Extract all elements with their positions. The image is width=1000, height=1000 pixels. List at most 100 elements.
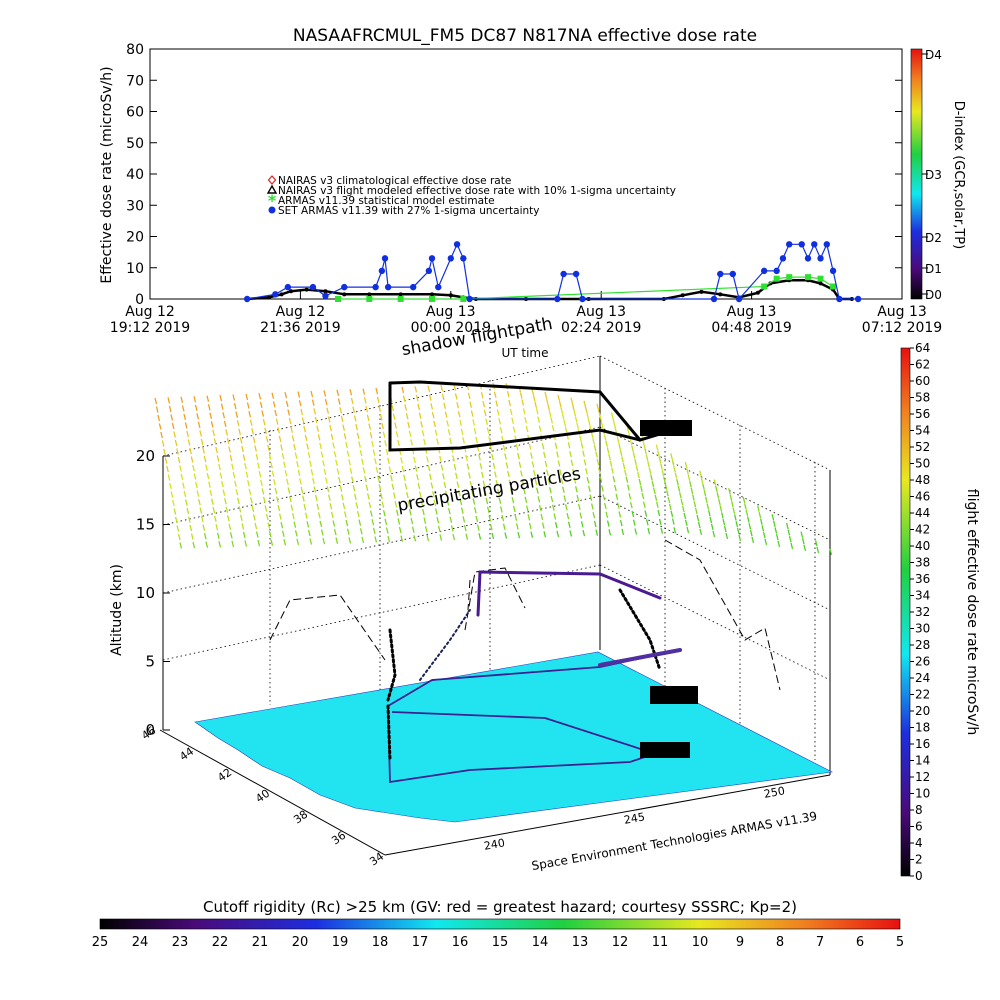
particle-mark [522, 408, 526, 415]
y-tick-label: 80 [126, 42, 144, 58]
particle-mark [444, 411, 448, 418]
particle-mark [320, 529, 324, 536]
x-tick-label-date: Aug 12 [276, 304, 326, 320]
particle-mark [624, 469, 627, 477]
data-point [309, 283, 317, 291]
particle-mark [371, 519, 375, 526]
particle-mark [632, 452, 636, 459]
particle-mark [241, 523, 245, 530]
particle-mark [436, 517, 440, 524]
particle-mark [213, 515, 217, 522]
particle-mark [242, 531, 246, 539]
particle-mark [330, 433, 334, 440]
particle-mark [355, 423, 359, 431]
dose-gradient [900, 347, 911, 877]
particle-mark [655, 501, 659, 508]
particle-mark [297, 391, 301, 398]
particle-mark [368, 423, 372, 430]
particle-mark [380, 492, 383, 500]
data-point [761, 283, 768, 290]
particle-mark [301, 417, 305, 424]
particle-mark [801, 538, 805, 545]
x-tick-label-time: 21:36 2019 [260, 320, 340, 336]
particle-mark [534, 401, 538, 408]
particle-mark [733, 514, 737, 521]
data-point [572, 270, 580, 278]
particle-mark [309, 460, 312, 467]
rc-gradient [99, 918, 901, 930]
particle-mark [395, 431, 399, 438]
data-point [322, 292, 329, 300]
particle-mark [429, 473, 432, 480]
precipitating-particles-annotation: precipitating particles [396, 464, 583, 516]
particle-mark [413, 456, 416, 464]
particle-mark [720, 512, 724, 519]
particle-mark [245, 393, 249, 401]
particle-mark [606, 447, 610, 454]
particle-mark [205, 541, 209, 548]
particle-mark [234, 480, 237, 487]
particle-mark [749, 529, 753, 537]
particle-mark [281, 530, 285, 537]
particle-mark [459, 498, 463, 506]
precipitating-particles-field [154, 382, 833, 556]
particle-mark [228, 523, 232, 530]
particle-mark [641, 492, 645, 500]
particle-mark [616, 436, 620, 444]
particle-mark [553, 513, 557, 520]
particle-mark [315, 494, 318, 502]
particle-mark [440, 384, 444, 392]
data-point [304, 287, 309, 292]
particle-mark [310, 469, 314, 476]
particle-mark [521, 479, 525, 486]
particle-mark [270, 462, 273, 469]
particle-mark [530, 452, 533, 459]
particle-mark [692, 494, 695, 501]
particle-mark [618, 511, 622, 518]
particle-mark [589, 494, 593, 501]
particle-mark [573, 477, 577, 484]
particle-mark [534, 478, 538, 486]
particle-mark [261, 410, 265, 417]
particle-mark [358, 519, 362, 526]
particle-mark [302, 495, 305, 502]
data-point [735, 295, 743, 303]
data-point [453, 241, 461, 248]
particle-mark [258, 393, 262, 400]
particle-mark [263, 496, 266, 504]
particle-mark [404, 404, 408, 411]
particle-mark [674, 472, 678, 479]
particle-mark [330, 511, 334, 519]
particle-mark [715, 485, 718, 493]
particle-mark [183, 490, 187, 498]
particle-mark [226, 515, 230, 522]
particle-mark [535, 408, 539, 415]
data-point [342, 292, 347, 297]
particle-mark [265, 513, 269, 521]
particle-mark [194, 404, 198, 411]
particle-mark [356, 432, 360, 439]
particle-mark [557, 394, 561, 402]
legend: NAIRAS v3 climatological effective dose … [266, 175, 676, 217]
particle-mark [599, 476, 603, 483]
data-point [717, 270, 724, 278]
particle-mark [465, 454, 468, 462]
y-axis-label: Effective dose rate (microSv/h) [99, 66, 115, 283]
particle-mark [597, 409, 601, 416]
data-point [817, 275, 824, 282]
particle-mark [598, 467, 601, 474]
rc-tick-label: 25 [92, 935, 109, 950]
y-tick-label: 20 [126, 230, 144, 246]
particle-mark [280, 522, 284, 529]
particle-mark [706, 503, 710, 510]
particle-mark [326, 485, 330, 493]
rc-tick-label: 6 [856, 935, 864, 950]
particle-mark [225, 506, 229, 513]
particle-mark [537, 496, 541, 503]
particle-mark [267, 444, 270, 452]
particle-mark [523, 487, 526, 495]
particle-mark [379, 414, 383, 421]
data-point [284, 283, 292, 291]
particle-mark [713, 479, 717, 486]
data-point [818, 281, 823, 286]
